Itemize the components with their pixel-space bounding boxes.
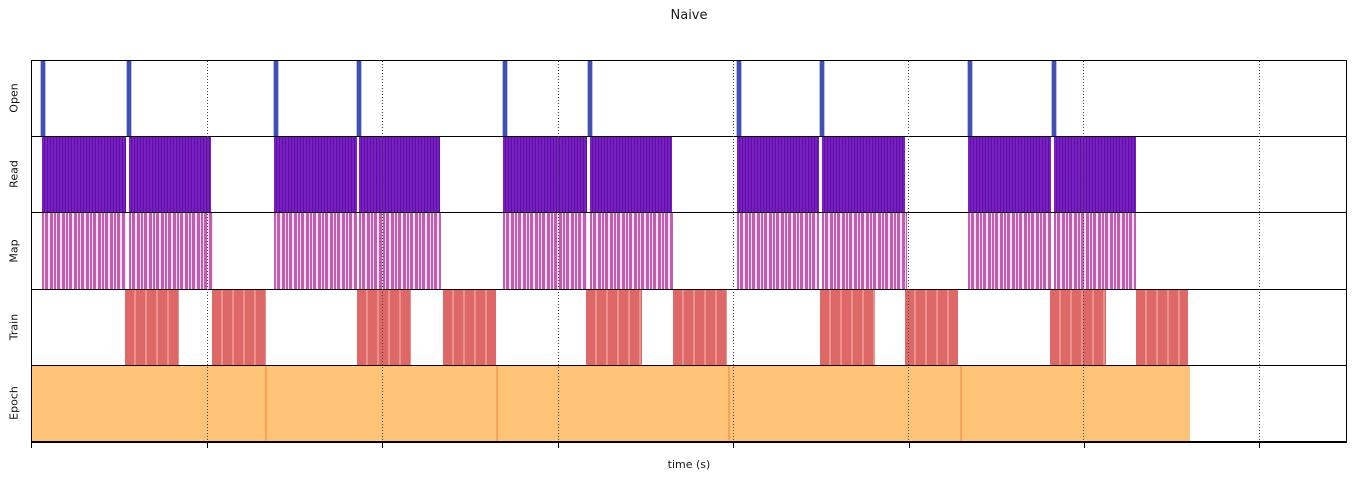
train-bar xyxy=(211,289,266,365)
open-event-mark xyxy=(126,61,131,137)
map-bar xyxy=(359,213,442,289)
lane-label-epoch: Epoch xyxy=(7,386,21,420)
open-event-mark xyxy=(503,61,508,137)
gridline xyxy=(557,61,559,442)
map-bar xyxy=(503,213,588,289)
lane-label-read: Read xyxy=(7,160,21,189)
x-tick xyxy=(1259,443,1261,448)
lane-label-train: Train xyxy=(7,313,21,340)
read-bar xyxy=(503,137,588,213)
epoch-bar xyxy=(496,365,728,441)
train-bar xyxy=(1136,289,1189,365)
read-bar xyxy=(1054,137,1137,213)
open-event-mark xyxy=(40,61,45,137)
map-bar xyxy=(821,213,907,289)
epoch-bar xyxy=(32,365,265,441)
map-bar xyxy=(1054,213,1137,289)
x-tick xyxy=(557,443,559,448)
gridline xyxy=(1083,61,1085,442)
lane-label-map: Map xyxy=(7,238,21,263)
epoch-bar xyxy=(727,365,960,441)
open-event-mark xyxy=(588,61,593,137)
read-bar xyxy=(967,137,1052,213)
train-bar xyxy=(1050,289,1107,365)
read-bar xyxy=(821,137,905,213)
open-event-mark xyxy=(273,61,278,137)
read-bar xyxy=(590,137,673,213)
train-bar xyxy=(443,289,497,365)
x-tick xyxy=(206,443,208,448)
epoch-bar xyxy=(264,365,497,441)
train-bar xyxy=(586,289,643,365)
train-bar xyxy=(819,289,875,365)
map-bar xyxy=(967,213,1052,289)
train-bar xyxy=(357,289,412,365)
gridline xyxy=(207,61,209,442)
lane-map xyxy=(32,213,1346,290)
gridline xyxy=(732,61,734,442)
gridline xyxy=(382,61,384,442)
open-event-mark xyxy=(819,61,824,137)
read-bar xyxy=(736,137,819,213)
x-tick xyxy=(1083,443,1085,448)
lane-open xyxy=(32,61,1346,138)
open-event-mark xyxy=(357,61,362,137)
map-bar xyxy=(273,213,357,289)
map-bar xyxy=(590,213,673,289)
map-bar xyxy=(128,213,213,289)
x-tick xyxy=(908,443,910,448)
chart-title: Naive xyxy=(670,8,708,23)
x-axis xyxy=(31,443,1347,451)
x-tick xyxy=(31,443,32,448)
open-event-mark xyxy=(736,61,741,137)
x-tick xyxy=(381,443,383,448)
x-axis-label: time (s) xyxy=(667,458,711,471)
read-bar xyxy=(128,137,211,213)
train-bar xyxy=(124,289,179,365)
open-event-mark xyxy=(967,61,972,137)
train-bar xyxy=(904,289,958,365)
map-bar xyxy=(41,213,126,289)
read-bar xyxy=(41,137,126,213)
lane-label-open: Open xyxy=(7,83,21,113)
open-event-mark xyxy=(1052,61,1057,137)
plot-area xyxy=(31,60,1347,443)
lane-epoch xyxy=(32,365,1346,442)
read-bar xyxy=(273,137,357,213)
epoch-bar xyxy=(959,365,1191,441)
lane-read xyxy=(32,137,1346,214)
lane-train xyxy=(32,289,1346,366)
read-bar xyxy=(359,137,441,213)
gridline xyxy=(908,61,910,442)
map-bar xyxy=(736,213,819,289)
x-tick xyxy=(732,443,734,448)
gridline xyxy=(1258,61,1260,442)
train-bar xyxy=(672,289,727,365)
